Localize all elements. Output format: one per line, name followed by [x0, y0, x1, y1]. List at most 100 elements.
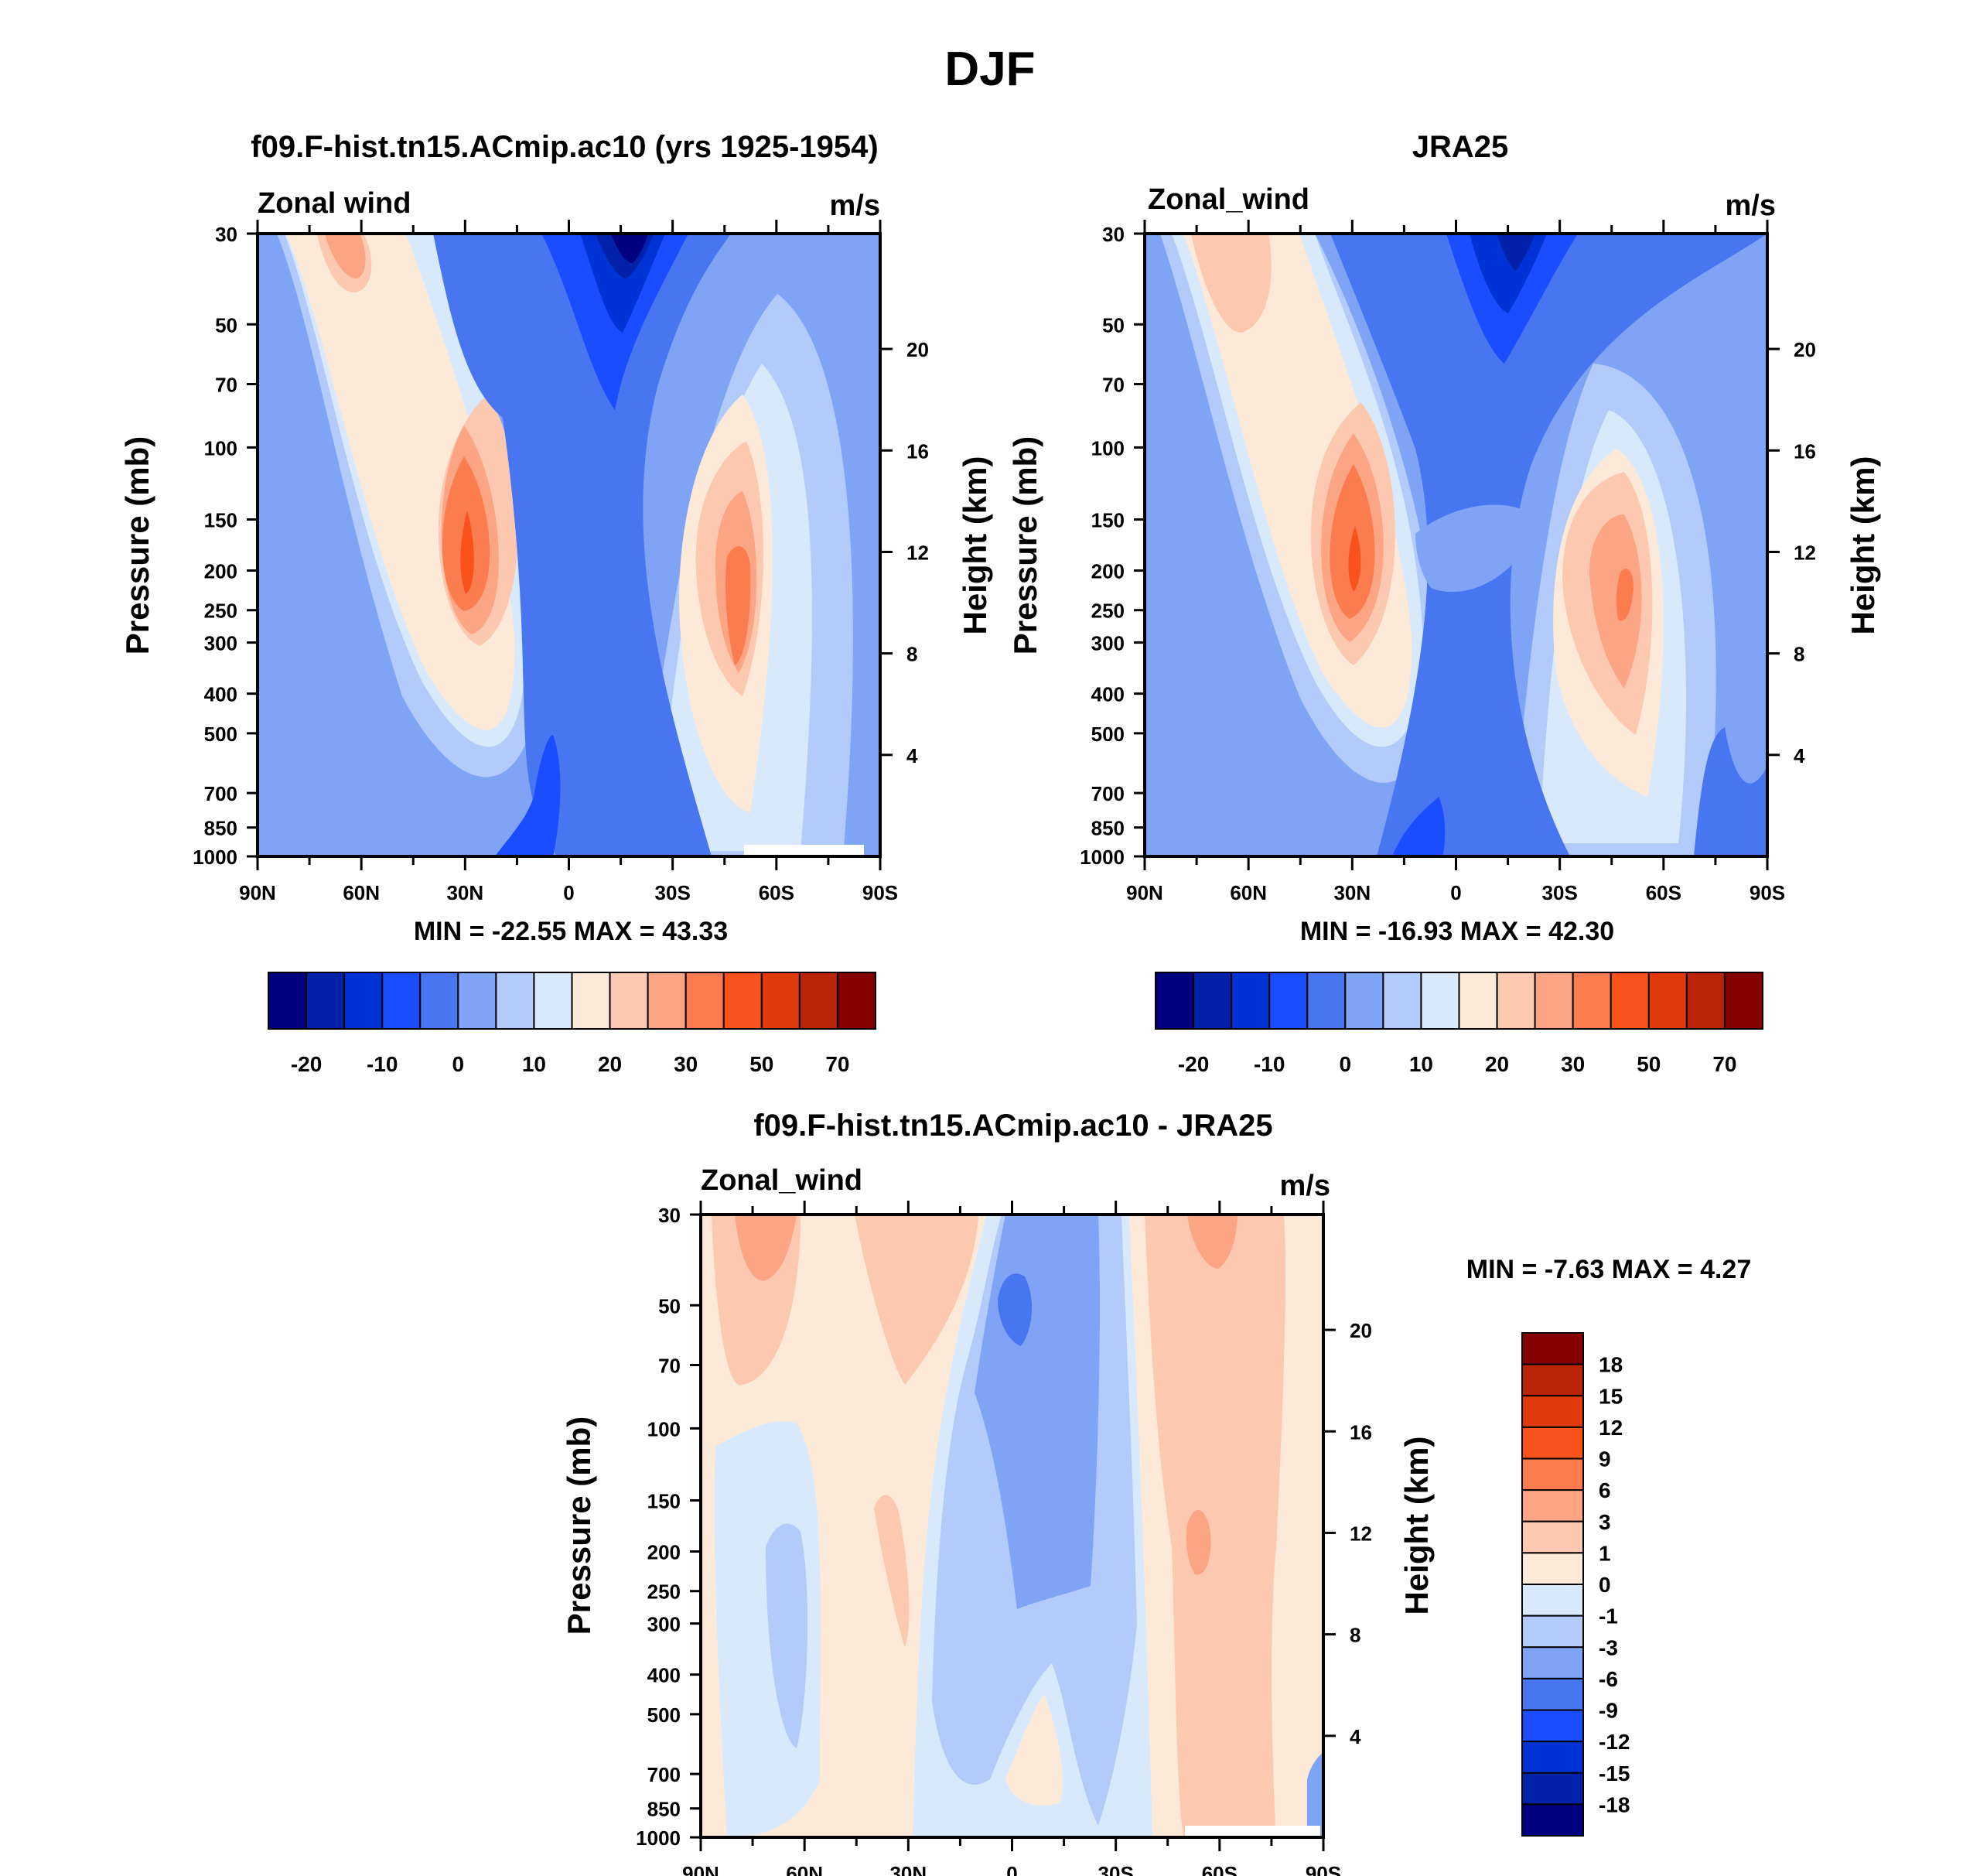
contour-band [1589, 514, 1642, 689]
height-tick-label: 4 [1794, 744, 1805, 767]
colorbar-label: -20 [1178, 1052, 1209, 1076]
x-tick-label: 0 [1006, 1862, 1017, 1876]
y-tick-label: 400 [204, 683, 237, 706]
y-axis-label: Pressure (mb) [1007, 436, 1043, 654]
y-tick-label: 200 [204, 560, 237, 583]
colorbar-swatch [306, 972, 346, 1030]
height-tick-label: 4 [1350, 1725, 1361, 1748]
contour-band [874, 1495, 910, 1648]
height-tick-label: 8 [1794, 643, 1804, 666]
y-tick-label: 200 [1091, 560, 1125, 583]
colorbar-label: -15 [1599, 1762, 1630, 1785]
colorbar-swatch [495, 972, 535, 1030]
min-max-text: MIN = -22.55 MAX = 43.33 [414, 917, 728, 946]
colorbar-swatch [1521, 1489, 1584, 1522]
colorbar-swatch [419, 972, 459, 1030]
height-tick-label: 8 [906, 643, 917, 666]
x-tick-label: 90S [1306, 1862, 1341, 1876]
y-tick-label: 250 [647, 1580, 681, 1604]
y-tick-label: 70 [215, 374, 237, 397]
colorbar-swatch [760, 972, 801, 1030]
colorbar-swatch [1521, 1363, 1584, 1397]
colorbar-swatch [1521, 1772, 1584, 1806]
colorbar-label: 10 [1409, 1052, 1433, 1076]
variable-label: Zonal wind [258, 187, 411, 220]
y-tick-label: 700 [1091, 782, 1125, 805]
plot-area [1145, 234, 1767, 856]
colorbar-swatch [343, 972, 384, 1030]
y-tick-label: 400 [1091, 683, 1125, 706]
colorbar-swatch [1521, 1395, 1584, 1428]
colorbar-swatch [381, 972, 422, 1030]
y-tick-label: 50 [1102, 313, 1125, 337]
x-tick-label: 60S [759, 881, 794, 904]
y-tick-label: 300 [647, 1613, 681, 1636]
panel-model: f09.F-hist.tn15.ACmip.ac10 (yrs 1925-195… [119, 130, 993, 1076]
height-axis-label: Height (km) [1845, 456, 1881, 635]
y-tick-label: 250 [1091, 600, 1125, 623]
plot-area [701, 1215, 1323, 1837]
y-tick-label: 30 [658, 1204, 681, 1227]
colorbar-swatch [1723, 972, 1763, 1030]
height-tick-label: 16 [906, 439, 929, 463]
colorbar-swatch [1193, 972, 1233, 1030]
colorbar-label: -10 [1254, 1052, 1285, 1076]
y-tick-label: 30 [215, 223, 237, 246]
contour-band [1005, 1694, 1063, 1806]
colorbar-swatch [1496, 972, 1536, 1030]
x-tick-label: 30S [1098, 1862, 1134, 1876]
colorbar-swatch [722, 972, 763, 1030]
min-max-text: MIN = -7.63 MAX = 4.27 [1466, 1255, 1752, 1284]
colorbar-label: 0 [1599, 1573, 1611, 1597]
x-tick-label: 30N [446, 881, 483, 904]
colorbar-label: 0 [1340, 1052, 1352, 1076]
colorbar-label: 10 [522, 1052, 546, 1076]
units-label: m/s [1726, 190, 1776, 222]
colorbar-label: 20 [598, 1052, 622, 1076]
colorbar-label: 20 [1485, 1052, 1509, 1076]
panel-title: f09.F-hist.tn15.ACmip.ac10 (yrs 1925-195… [251, 130, 878, 164]
x-tick-label: 60N [786, 1862, 823, 1876]
y-tick-label: 250 [204, 600, 237, 623]
colorbar-label: 70 [825, 1052, 849, 1076]
colorbar-swatch [1155, 972, 1195, 1030]
colorbar: -20 -10 0 10 20 30 50 70 [1155, 972, 1763, 1076]
x-tick-label: 90S [1750, 881, 1785, 904]
colorbar-swatch [1231, 972, 1271, 1030]
x-tick-label: 90N [682, 1862, 719, 1876]
y-tick-label: 50 [215, 313, 237, 337]
y-tick-label: 1000 [1080, 846, 1125, 869]
colorbar-swatch [457, 972, 497, 1030]
x-tick-label: 90N [239, 881, 276, 904]
colorbar-label: 12 [1599, 1416, 1623, 1440]
x-tick-label: 0 [1450, 881, 1461, 904]
y-axis-label: Pressure (mb) [561, 1416, 597, 1635]
contour-band [1415, 504, 1539, 593]
y-tick-label: 150 [1091, 508, 1125, 531]
x-tick-label: 60N [1230, 881, 1267, 904]
contour-band [1191, 234, 1272, 333]
contour-band [1307, 1752, 1323, 1837]
colorbar-swatch [1685, 972, 1726, 1030]
missing-data-patch [1185, 1826, 1320, 1837]
y-tick-label: 850 [204, 817, 237, 840]
x-tick-label: 90N [1126, 881, 1163, 904]
colorbar-label: 18 [1599, 1353, 1623, 1377]
contour-band [1616, 569, 1634, 621]
colorbar-swatch [1521, 1552, 1584, 1585]
height-axis-label: Height (km) [957, 456, 993, 635]
colorbar-label: -18 [1599, 1792, 1630, 1816]
colorbar-swatch [1306, 972, 1347, 1030]
colorbar-swatch [647, 972, 687, 1030]
colorbar-label: -20 [291, 1052, 322, 1076]
height-tick-label: 12 [1794, 541, 1816, 564]
colorbar-swatch [1521, 1426, 1584, 1460]
y-tick-label: 700 [647, 1763, 681, 1786]
y-tick-label: 100 [1091, 436, 1125, 460]
colorbar-label: 1 [1599, 1541, 1611, 1565]
y-tick-label: 500 [647, 1703, 681, 1727]
colorbar-swatch [1521, 1741, 1584, 1774]
colorbar-swatch [1268, 972, 1309, 1030]
height-tick-label: 20 [906, 338, 929, 361]
contour-band [1497, 234, 1535, 271]
